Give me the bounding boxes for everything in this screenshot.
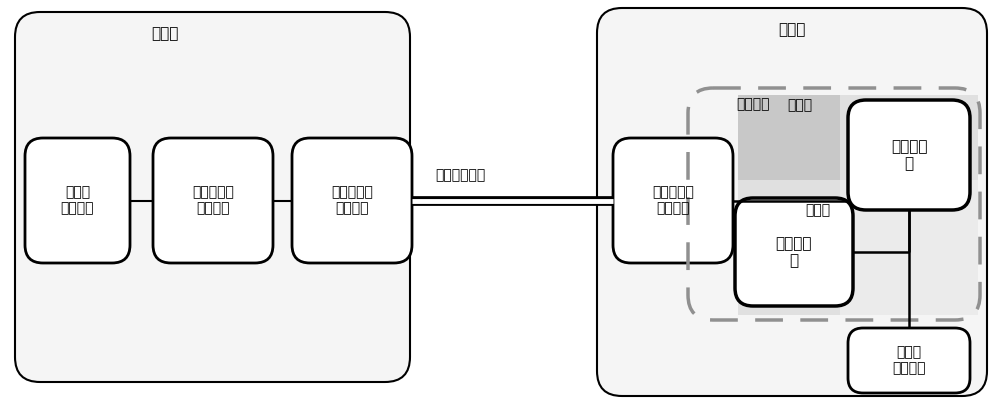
Text: 接收端: 接收端 [778, 23, 806, 38]
FancyBboxPatch shape [738, 95, 978, 315]
FancyBboxPatch shape [738, 180, 868, 315]
FancyBboxPatch shape [613, 138, 733, 263]
Text: 通路一: 通路一 [787, 98, 813, 112]
Text: 发送端: 发送端 [151, 27, 179, 42]
Text: 测量装置
二: 测量装置 二 [776, 236, 812, 268]
Text: 信号光
发送模块: 信号光 发送模块 [61, 185, 94, 216]
Text: 测量装置
一: 测量装置 一 [891, 139, 927, 171]
Text: 本振光
制备模块: 本振光 制备模块 [892, 345, 926, 376]
Text: 信道传输部分: 信道传输部分 [435, 168, 485, 182]
Text: 通路二: 通路二 [805, 203, 830, 217]
FancyBboxPatch shape [848, 328, 970, 393]
Text: 探测模块: 探测模块 [736, 97, 770, 111]
FancyBboxPatch shape [840, 95, 978, 205]
FancyBboxPatch shape [840, 180, 978, 315]
FancyBboxPatch shape [292, 138, 412, 263]
FancyBboxPatch shape [597, 8, 987, 396]
Text: 信号光强度
调制模块: 信号光强度 调制模块 [192, 185, 234, 216]
FancyBboxPatch shape [153, 138, 273, 263]
FancyBboxPatch shape [25, 138, 130, 263]
Text: 信号光偏振
补偿模块: 信号光偏振 补偿模块 [652, 185, 694, 216]
FancyBboxPatch shape [735, 198, 853, 306]
FancyBboxPatch shape [848, 100, 970, 210]
Text: 信号光相位
调制模块: 信号光相位 调制模块 [331, 185, 373, 216]
FancyBboxPatch shape [15, 12, 410, 382]
